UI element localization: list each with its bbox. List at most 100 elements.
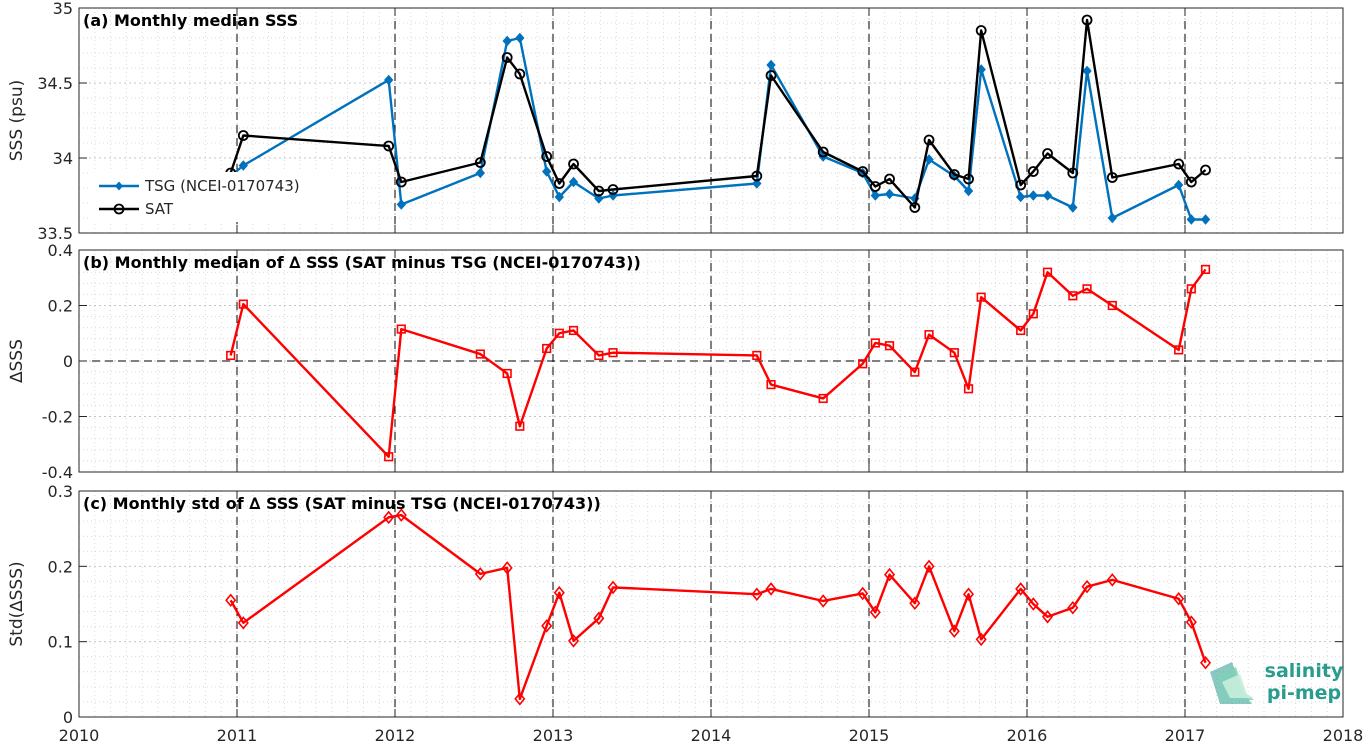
x-tick-label: 2012 [375, 726, 416, 745]
data-point [870, 190, 880, 201]
data-point [751, 170, 763, 182]
data-point [502, 368, 512, 379]
data-point [474, 157, 486, 168]
data-point [396, 324, 406, 334]
data-point [383, 510, 395, 525]
x-tick-label: 2018 [1323, 726, 1364, 745]
data-point [909, 596, 921, 611]
data-point [766, 379, 776, 390]
y-axis-label: SSS (psu) [7, 80, 27, 161]
data-point [541, 619, 553, 633]
y-tick-label: 34 [53, 149, 73, 168]
x-tick-label: 2015 [849, 726, 890, 745]
data-point [949, 348, 959, 358]
x-tick-label: 2013 [533, 726, 574, 745]
tick-marks [78, 490, 1344, 718]
data-point [502, 35, 512, 47]
data-point [963, 173, 974, 185]
legend-label: TSG (NCEI-0170743) [144, 177, 300, 195]
y-tick-label: 0 [63, 352, 73, 371]
data-point [817, 146, 829, 158]
data-point [553, 178, 565, 189]
data-point [910, 367, 920, 377]
data-point [608, 348, 618, 358]
data-point [1107, 300, 1117, 311]
data-point [396, 199, 406, 210]
x-tick-label: 2010 [59, 726, 100, 745]
data-point [1042, 610, 1054, 624]
y-tick-label: 0 [63, 708, 73, 727]
y-tick-label: 33.5 [37, 224, 73, 243]
data-point [542, 166, 552, 177]
data-point [383, 140, 395, 152]
data-point [568, 158, 579, 170]
data-point [238, 299, 248, 309]
data-point [1081, 14, 1093, 26]
data-point [1027, 166, 1039, 177]
x-tick-label: 2016 [1007, 726, 1048, 745]
data-point [1042, 190, 1053, 201]
data-point [1173, 591, 1185, 606]
series-sat [225, 14, 1211, 213]
data-point [1082, 284, 1092, 294]
data-point [1174, 345, 1184, 355]
panel-a: 33.5 34 34.5 35 SSS (psu) (a) Monthly median … [7, 0, 1344, 243]
data-point [1028, 190, 1038, 201]
salinity-pi-mep-logo: salinity pi-mep [1210, 660, 1344, 704]
data-point [1107, 212, 1117, 224]
data-point [1068, 202, 1078, 213]
data-point [884, 173, 895, 185]
data-point [963, 185, 974, 197]
data-point [475, 167, 485, 179]
y-axis-label: Std(∆SSS) [7, 561, 27, 646]
data-point [923, 559, 935, 574]
data-point [963, 384, 974, 394]
x-tick-label: 2014 [691, 726, 732, 745]
data-point [607, 184, 619, 195]
y-tick-label: -0.4 [42, 463, 73, 482]
data-point [1082, 65, 1092, 77]
data-point [238, 160, 248, 171]
panel-b: -0.4 -0.2 0 0.2 0.4 ∆SSS (b) Monthly median of… [7, 241, 1344, 482]
data-point [395, 508, 407, 522]
data-point [1106, 573, 1118, 587]
data-point [884, 188, 895, 200]
series-delta [225, 508, 1212, 706]
data-point [501, 52, 513, 63]
data-point [752, 350, 762, 361]
data-point [554, 328, 564, 338]
data-point [1185, 176, 1197, 188]
data-point [1186, 214, 1196, 225]
y-tick-label: 0.3 [48, 482, 73, 501]
data-point [607, 580, 619, 595]
data-point [975, 632, 987, 647]
data-point [237, 616, 249, 630]
data-point [818, 393, 828, 404]
legend-marker [115, 181, 123, 191]
data-point [751, 587, 763, 601]
data-point [1015, 582, 1027, 596]
data-point [1200, 164, 1211, 176]
data-point [594, 193, 604, 204]
data-point [963, 587, 975, 601]
data-point [226, 350, 236, 361]
tick-marks [78, 7, 1344, 234]
data-point [593, 185, 605, 197]
year-boundaries [236, 491, 1186, 717]
data-point [884, 567, 896, 582]
data-point [1106, 172, 1118, 183]
data-point [568, 634, 580, 648]
tick-marks [78, 249, 1344, 473]
y-tick-label: 0.4 [48, 241, 73, 260]
y-tick-label: 0.2 [48, 297, 73, 316]
data-point [1200, 214, 1211, 225]
data-point [975, 25, 987, 36]
data-point [541, 151, 553, 162]
wave-logo-icon [1210, 662, 1254, 704]
data-point [1173, 158, 1185, 170]
data-point [593, 611, 605, 626]
legend-box [88, 172, 346, 222]
data-point [1067, 601, 1079, 615]
data-point [553, 585, 565, 600]
